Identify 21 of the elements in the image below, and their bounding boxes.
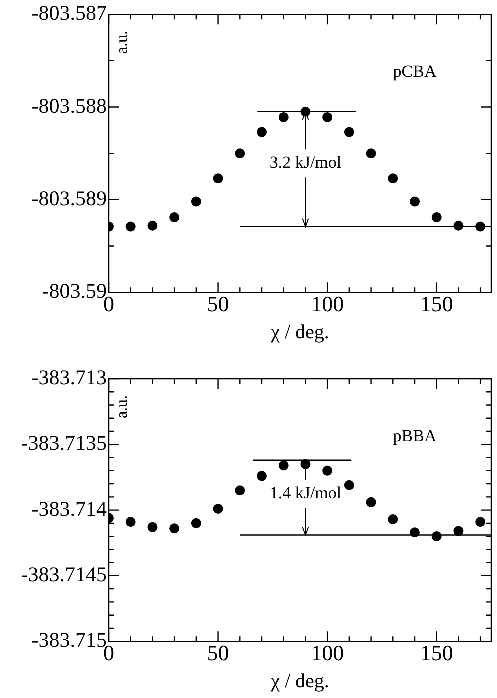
annotation: 1.4 kJ/mol xyxy=(270,484,342,503)
y-tick-label: -803.587 xyxy=(32,1,107,26)
y-tick-label: -383.7135 xyxy=(21,431,107,456)
y-tick-label: -383.713 xyxy=(32,366,107,390)
x-tick-label: 100 xyxy=(311,292,344,317)
y-axis-title: a.u. xyxy=(114,31,132,54)
x-axis-title: χ / deg. xyxy=(270,670,330,692)
x-tick-label: 50 xyxy=(207,292,230,317)
y-tick-label: -803.588 xyxy=(32,94,107,118)
y-tick-label: -383.7145 xyxy=(21,562,107,586)
x-tick-label: 100 xyxy=(311,640,344,666)
y-axis-title: a.u. xyxy=(114,395,132,419)
y-tick-label: -383.714 xyxy=(32,496,108,521)
y-tick-label: -803.589 xyxy=(32,186,107,210)
text: pCBA xyxy=(393,62,438,82)
text: pBBA xyxy=(393,426,438,446)
annotation: 3.2 kJ/mol xyxy=(270,153,342,172)
x-tick-label: 150 xyxy=(420,292,454,317)
x-tick-label: 50 xyxy=(207,640,230,666)
x-axis-title: χ / deg. xyxy=(270,321,330,344)
x-tick-label: 150 xyxy=(420,640,454,666)
